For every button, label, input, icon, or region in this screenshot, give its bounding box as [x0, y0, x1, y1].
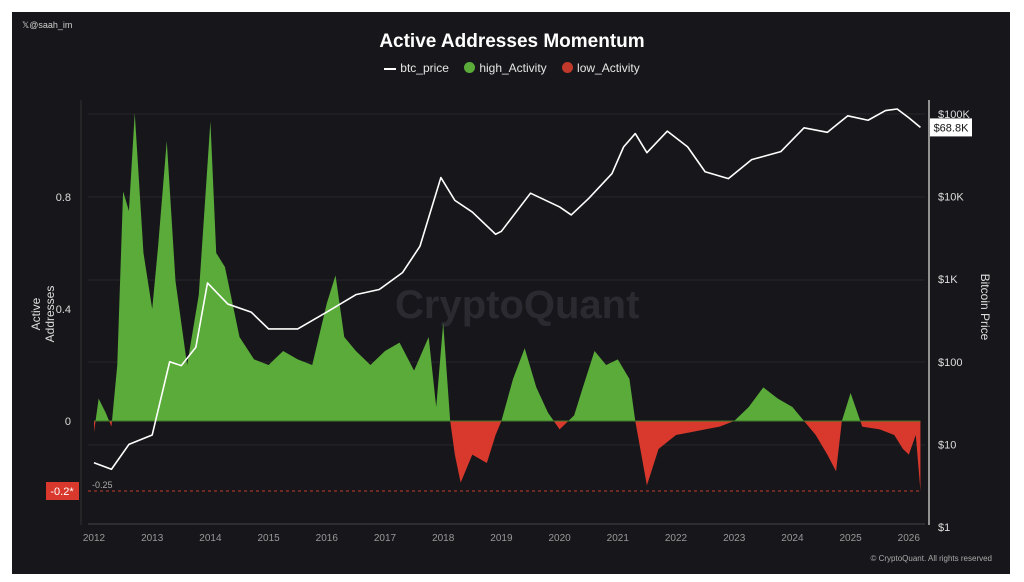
low-activity-area	[94, 421, 921, 491]
y-right-tick-label: $10	[938, 439, 956, 451]
x-tick-label: 2023	[723, 533, 746, 544]
x-tick-label: 2025	[839, 533, 862, 544]
x-tick-label: 2017	[374, 533, 397, 544]
threshold-label: -0.25	[92, 480, 113, 490]
chart-background	[12, 12, 1010, 574]
y-right-tick-label: $100	[938, 357, 962, 369]
x-tick-label: 2026	[898, 533, 921, 544]
x-tick-label: 2015	[257, 533, 280, 544]
x-tick-label: 2020	[548, 533, 571, 544]
author-handle: 𝕏@saah_im	[22, 20, 73, 30]
last-price-badge	[930, 118, 972, 137]
high-activity-area	[94, 113, 921, 421]
legend-low-activity[interactable]: low_Activity	[562, 61, 640, 75]
x-tick-label: 2019	[490, 533, 513, 544]
y-tick-label: 0.8	[56, 192, 71, 204]
y-right-tick-label: $1K	[938, 274, 958, 286]
threshold-marker-label: -0.2*	[50, 486, 74, 498]
legend: btc_price high_Activity low_Activity	[0, 61, 1024, 75]
y-right-tick-label: $10K	[938, 192, 964, 204]
x-tick-label: 2016	[316, 533, 339, 544]
x-tick-label: 2024	[781, 533, 804, 544]
green-dot-icon	[464, 62, 476, 73]
x-logo-icon: 𝕏	[22, 20, 30, 30]
x-tick-label: 2021	[607, 533, 630, 544]
y-tick-label: 0	[65, 416, 71, 428]
watermark: CryptoQuant	[395, 283, 640, 327]
x-tick-label: 2014	[199, 533, 222, 544]
legend-high-activity[interactable]: high_Activity	[464, 61, 547, 75]
chart-title: Active Addresses Momentum	[379, 31, 645, 52]
btc-price-line	[93, 108, 921, 471]
threshold-marker	[46, 482, 79, 500]
copyright: © CryptoQuant. All rights reserved	[870, 554, 993, 563]
last-price-label: $68.8K	[934, 122, 970, 134]
red-dot-icon	[562, 62, 574, 73]
line-swatch-icon	[384, 67, 397, 70]
y-tick-label: 0.4	[56, 304, 71, 316]
x-tick-label: 2022	[665, 533, 688, 544]
x-tick-label: 2013	[141, 533, 164, 544]
y-right-tick-label: $100K	[938, 109, 970, 121]
y-right-tick-label: $1	[938, 522, 950, 534]
legend-btc-price[interactable]: btc_price	[384, 61, 449, 75]
x-tick-label: 2018	[432, 533, 455, 544]
x-tick-label: 2012	[83, 533, 106, 544]
